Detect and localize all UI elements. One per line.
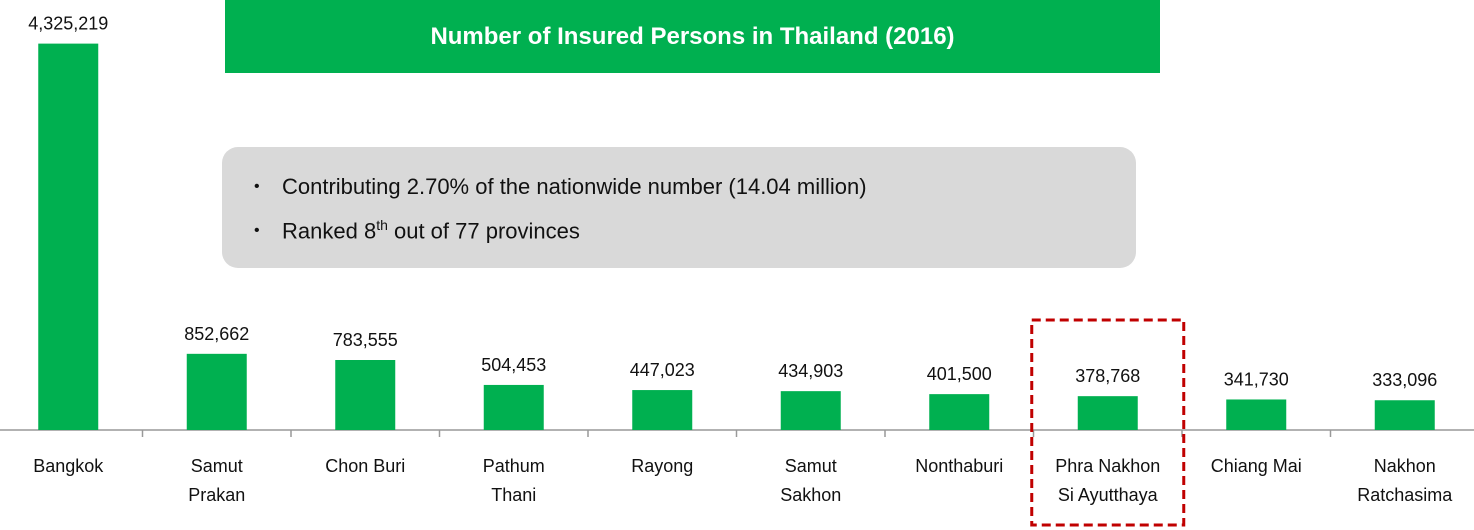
bar <box>929 394 990 430</box>
x-tick-label: Rayong <box>631 456 694 476</box>
value-label: 504,453 <box>481 355 546 375</box>
annotation-box: • Contributing 2.70% of the nationwide nu… <box>222 147 1136 268</box>
value-label: 341,730 <box>1224 369 1289 389</box>
chart-title: Number of Insured Persons in Thailand (2… <box>225 0 1160 73</box>
value-label: 852,662 <box>184 324 249 344</box>
value-label: 434,903 <box>778 361 843 381</box>
bar <box>335 360 396 430</box>
value-label: 783,555 <box>333 330 398 350</box>
x-tick-label: Chon Buri <box>325 456 406 476</box>
bar <box>632 390 693 430</box>
x-tick-label: Samut Sakhon <box>780 456 842 505</box>
value-label: 4,325,219 <box>28 14 108 34</box>
annotation: • Contributing 2.70% of the nationwide nu… <box>254 174 867 199</box>
x-tick-label: Chiang Mai <box>1210 456 1302 476</box>
x-tick-label: Nakhon Ratchasima <box>1357 456 1453 505</box>
x-tick-label: Bangkok <box>33 456 104 476</box>
annotation-text: Ranked 8 <box>282 218 377 244</box>
value-label: 333,096 <box>1372 370 1437 390</box>
annotation-text: Contributing 2.70% of the nationwide num… <box>282 174 867 199</box>
x-tick-label: Pathum Thani <box>482 456 545 505</box>
bar <box>483 384 544 430</box>
value-label: 401,500 <box>927 364 992 384</box>
x-tick-label: Nonthaburi <box>915 456 1004 476</box>
x-tick-label: Samut Prakan <box>188 456 246 505</box>
bar <box>38 43 99 430</box>
annotation: • Ranked 8th out of 77 provinces <box>254 217 580 244</box>
value-label: 378,768 <box>1075 366 1140 386</box>
annotation-text: out of 77 provinces <box>387 218 580 244</box>
bar <box>1226 399 1287 430</box>
x-tick-label: Phra Nakhon Si Ayutthaya <box>1055 456 1161 505</box>
highlight-box <box>1030 318 1186 527</box>
value-label: 447,023 <box>630 360 695 380</box>
bar <box>186 353 247 430</box>
bar <box>1077 396 1138 430</box>
annotation-sup: th <box>376 217 388 234</box>
bar <box>780 391 841 430</box>
bar <box>1374 400 1435 430</box>
